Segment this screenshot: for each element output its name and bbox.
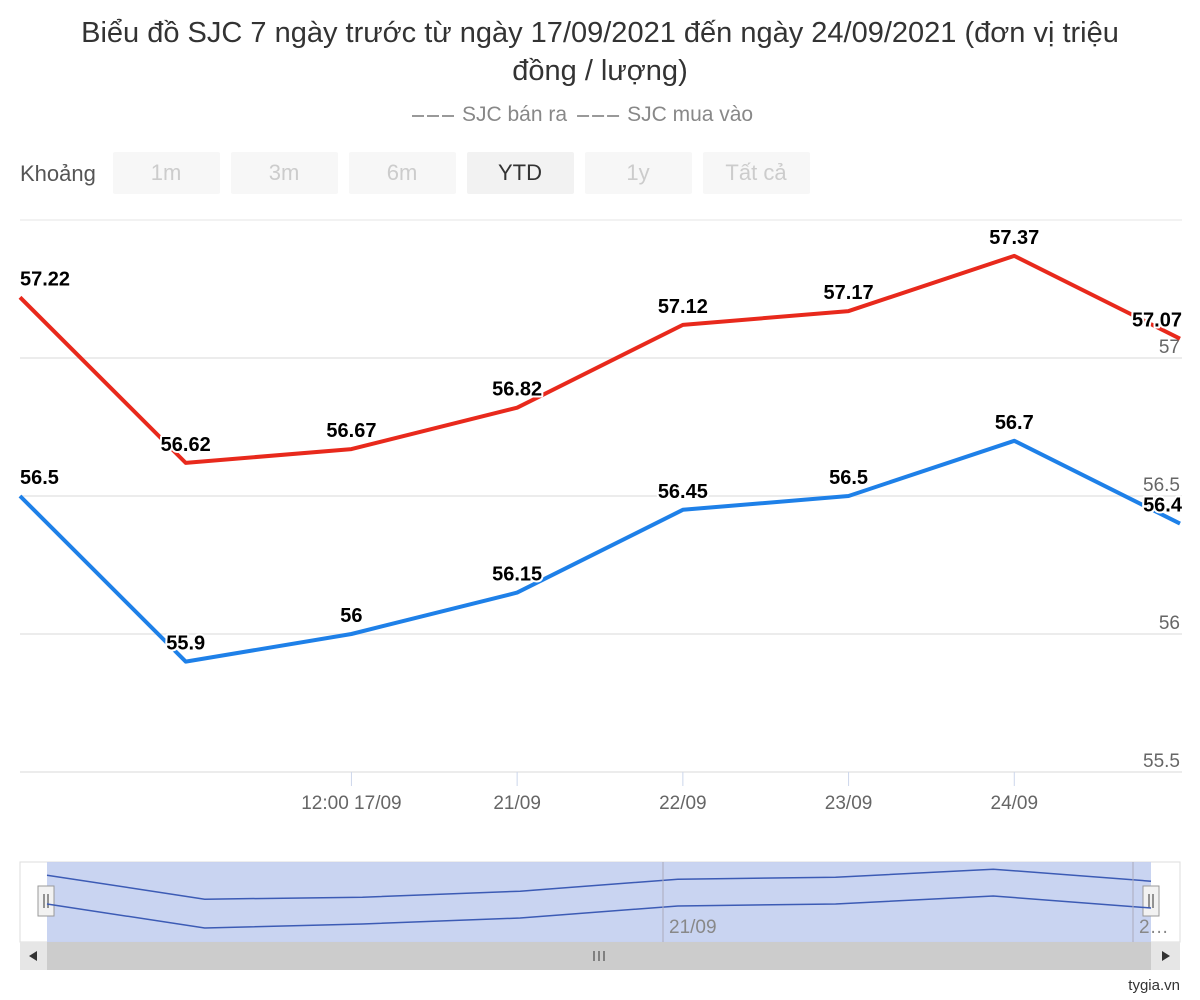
range-button-label: 1y [626, 160, 649, 185]
data-label: 56.45 [658, 481, 708, 503]
range-button-label: 1m [151, 160, 182, 185]
series-line [18, 438, 1181, 664]
range-button[interactable] [585, 152, 692, 194]
x-tick-label: 21/09 [493, 793, 541, 814]
data-label: 56.67 [326, 420, 376, 442]
y-tick-label: 56 [1159, 613, 1180, 634]
range-button-label: 3m [269, 160, 300, 185]
data-label: 56.62 [161, 434, 211, 456]
y-tick-label: 56.5 [1143, 475, 1180, 496]
data-label: 56.7 [995, 412, 1034, 434]
range-button[interactable] [703, 152, 810, 194]
range-button[interactable] [231, 152, 338, 194]
data-label: 56.5 [20, 467, 59, 489]
data-label: 57.17 [824, 282, 874, 304]
data-label: 56 [340, 605, 362, 627]
range-button[interactable] [113, 152, 220, 194]
range-button-label: Tất cả [725, 160, 787, 185]
credit: tygia.vn [1128, 977, 1180, 994]
navigator-line [46, 895, 1152, 929]
y-tick-label: 57 [1159, 337, 1180, 358]
data-label: 56.5 [829, 467, 868, 489]
x-tick-label: 23/09 [825, 793, 873, 814]
range-button-label: YTD [498, 160, 542, 185]
data-label: 56.4 [1143, 495, 1183, 517]
range-button[interactable] [349, 152, 456, 194]
arrow-right [1162, 951, 1170, 961]
data-label: 56.82 [492, 379, 542, 401]
navigator-label: 21/09 [669, 917, 717, 938]
data-label: 56.15 [492, 564, 542, 586]
data-label: 57.12 [658, 296, 708, 318]
data-label: 57.37 [989, 227, 1039, 249]
navigator-line [46, 868, 1152, 900]
navigator-label: 2… [1139, 917, 1169, 938]
range-button[interactable] [467, 152, 574, 194]
navigator-mask [47, 862, 1151, 942]
scrollbar-grip [593, 951, 605, 961]
data-label: 57.22 [20, 268, 70, 290]
series-line [18, 253, 1181, 465]
legend-label[interactable]: SJC bán ra [462, 103, 567, 126]
navigator-handle[interactable] [1142, 885, 1160, 917]
navigator-handle[interactable] [37, 885, 55, 917]
arrow-left [29, 951, 37, 961]
x-tick-label: 24/09 [991, 793, 1039, 814]
range-label: Khoảng [20, 161, 96, 186]
range-button-label: 6m [387, 160, 418, 185]
x-tick-label: 22/09 [659, 793, 707, 814]
chart-title: Biểu đồ SJC 7 ngày trước từ ngày 17/09/2… [81, 17, 1119, 87]
data-label: 57.07 [1132, 310, 1182, 332]
x-tick-label: 12:00 17/09 [301, 793, 401, 814]
legend-label[interactable]: SJC mua vào [627, 103, 753, 126]
y-tick-label: 55.5 [1143, 751, 1180, 772]
data-label: 55.9 [166, 633, 205, 655]
